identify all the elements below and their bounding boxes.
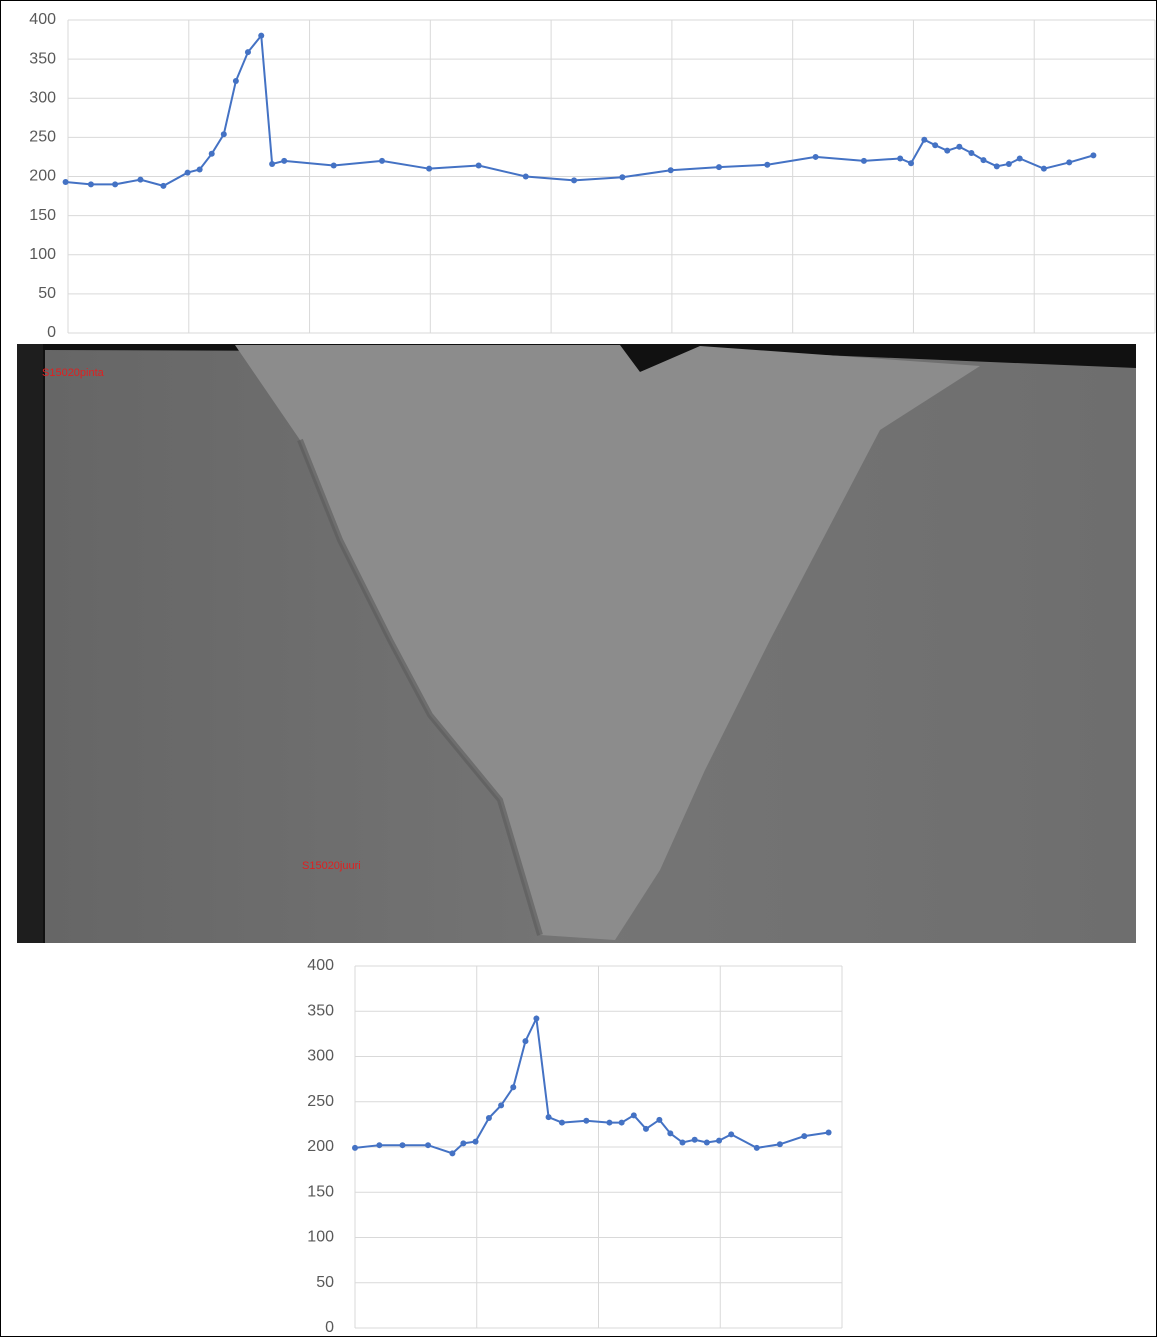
data-point xyxy=(825,1129,832,1136)
weld-metal xyxy=(235,345,980,940)
data-point xyxy=(921,136,928,143)
data-point xyxy=(510,1084,517,1091)
y-tick-label: 250 xyxy=(307,1093,334,1110)
data-point xyxy=(485,1115,492,1122)
y-tick-label: 250 xyxy=(29,129,56,146)
y-tick-label: 300 xyxy=(29,89,56,106)
data-point xyxy=(1005,160,1012,167)
data-point xyxy=(232,78,239,85)
data-point xyxy=(691,1136,698,1143)
data-point xyxy=(642,1125,649,1132)
data-point xyxy=(667,167,674,174)
y-tick-label: 400 xyxy=(307,957,334,974)
y-tick-label: 300 xyxy=(307,1048,334,1065)
data-point xyxy=(728,1131,735,1138)
data-point xyxy=(1040,165,1047,172)
data-point xyxy=(220,131,227,138)
data-point xyxy=(716,1137,723,1144)
data-point xyxy=(980,157,987,164)
data-point xyxy=(558,1119,565,1126)
data-point xyxy=(330,162,337,169)
data-point xyxy=(908,160,915,167)
data-point xyxy=(571,177,578,184)
data-point xyxy=(1090,152,1097,159)
y-tick-label: 0 xyxy=(325,1319,334,1336)
data-point xyxy=(425,1142,432,1149)
data-point xyxy=(112,181,119,188)
y-tick-label: 50 xyxy=(316,1274,334,1291)
data-point xyxy=(244,49,251,56)
data-point xyxy=(208,150,215,157)
data-point xyxy=(630,1112,637,1119)
data-point xyxy=(376,1142,383,1149)
data-point xyxy=(968,150,975,157)
data-point xyxy=(764,161,771,168)
data-point xyxy=(533,1015,540,1022)
data-point xyxy=(619,174,626,181)
data-point xyxy=(196,166,203,173)
data-point xyxy=(160,182,167,189)
data-point xyxy=(667,1130,674,1137)
data-point xyxy=(703,1139,710,1146)
y-tick-label: 100 xyxy=(29,246,56,263)
data-point xyxy=(606,1119,613,1126)
chart: 0 50 100 150 200 250 300 350 400 xyxy=(29,11,1156,341)
data-point xyxy=(62,178,69,185)
data-point xyxy=(399,1142,406,1149)
data-point xyxy=(426,165,433,172)
data-point xyxy=(352,1144,358,1151)
data-point xyxy=(137,176,144,183)
data-point xyxy=(993,163,1000,170)
data-point xyxy=(258,32,265,39)
data-point xyxy=(87,181,94,188)
data-point xyxy=(545,1114,552,1121)
y-tick-label: 350 xyxy=(307,1002,334,1019)
data-point xyxy=(932,142,939,149)
data-point xyxy=(281,157,288,164)
photo-edge xyxy=(17,344,43,943)
y-tick-label: 150 xyxy=(307,1183,334,1200)
data-point xyxy=(449,1150,456,1157)
data-point xyxy=(656,1116,663,1123)
data-point xyxy=(753,1144,760,1151)
data-point xyxy=(522,1038,529,1045)
data-point xyxy=(475,162,482,169)
y-tick-label: 200 xyxy=(307,1138,334,1155)
chart: 0 50 100 150 200 250 300 350 400 xyxy=(307,957,843,1336)
image-label: S15020juuri xyxy=(302,860,361,872)
weld-photo: S15020pinta S15020juuri xyxy=(17,344,1136,943)
data-point xyxy=(618,1119,625,1126)
data-point xyxy=(498,1102,505,1109)
y-tick-label: 200 xyxy=(29,168,56,185)
fusion-line xyxy=(297,438,543,936)
data-point xyxy=(269,160,276,167)
y-tick-label: 0 xyxy=(47,324,56,341)
data-point xyxy=(460,1140,467,1147)
data-point xyxy=(583,1117,590,1124)
y-tick-label: 50 xyxy=(38,285,56,302)
series-line xyxy=(65,33,1094,187)
data-point xyxy=(897,155,904,162)
data-point xyxy=(801,1133,808,1140)
y-tick-label: 100 xyxy=(307,1229,334,1246)
image-label: S15020pinta xyxy=(42,367,105,379)
data-point xyxy=(1016,155,1023,162)
data-point xyxy=(1066,159,1073,166)
data-point xyxy=(184,169,191,176)
data-point xyxy=(956,143,963,150)
data-point xyxy=(522,173,529,180)
y-tick-label: 150 xyxy=(29,207,56,224)
data-point xyxy=(860,157,867,164)
data-point xyxy=(944,147,951,154)
data-point xyxy=(379,157,386,164)
data-point xyxy=(812,153,819,160)
data-point xyxy=(776,1141,783,1148)
data-point xyxy=(679,1139,686,1146)
data-point xyxy=(715,164,722,171)
y-tick-label: 400 xyxy=(29,11,56,28)
data-point xyxy=(472,1138,479,1145)
y-tick-label: 350 xyxy=(29,50,56,67)
